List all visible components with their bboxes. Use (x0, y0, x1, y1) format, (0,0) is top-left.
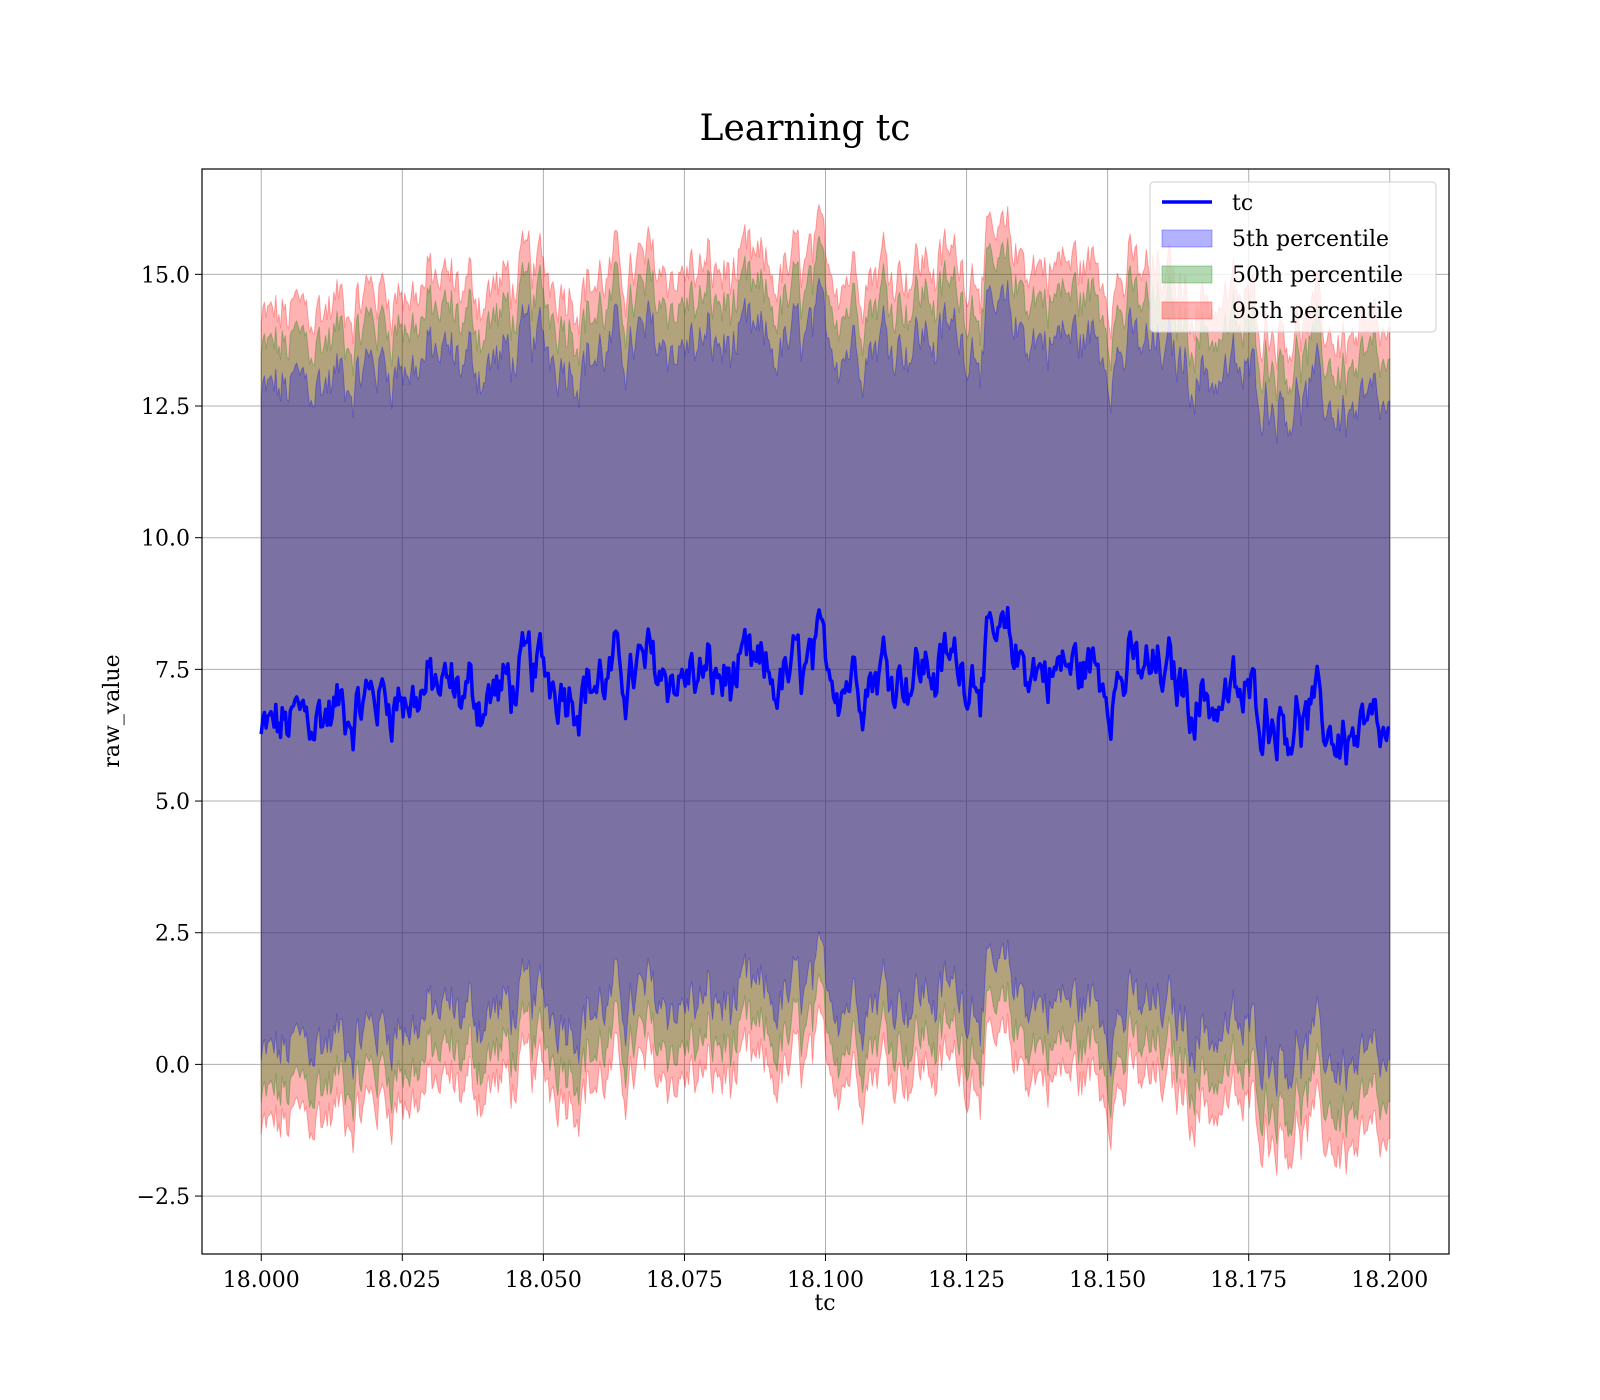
x-tick-label-3: 18.075 (646, 1268, 723, 1293)
y-tick-label-1: 0.0 (155, 1053, 190, 1078)
legend-swatch-1 (1161, 229, 1213, 248)
y-tick-label-6: 12.5 (141, 395, 190, 420)
chart-title: Learning tc (700, 108, 911, 149)
x-tick-label-6: 18.150 (1069, 1268, 1146, 1293)
x-axis-label: tc (814, 1291, 835, 1316)
y-axis-label: raw_value (100, 654, 125, 767)
band-95th-percentile (260, 204, 1391, 1176)
y-tick-label-7: 15.0 (141, 263, 190, 288)
line-tc (259, 605, 1391, 766)
x-tick-label-0: 18.000 (223, 1268, 300, 1293)
legend-label-2: 50th percentile (1232, 263, 1403, 288)
legend-box (1149, 181, 1437, 333)
y-axis: −2.5 0.0 2.5 5.0 7.5 10.0 12.5 15.0 (137, 263, 202, 1210)
x-tick-label-2: 18.050 (505, 1268, 582, 1293)
legend-swatch-2 (1161, 265, 1213, 284)
legend-label-0: tc (1232, 191, 1253, 216)
y-tick-label-2: 2.5 (155, 922, 190, 947)
legend-label-3: 95th percentile (1232, 299, 1403, 324)
legend: tc 5th percentile 50th percentile 95th perc… (1149, 181, 1437, 333)
y-tick-label-0: −2.5 (137, 1185, 190, 1210)
x-tick-label-5: 18.125 (928, 1268, 1005, 1293)
x-tick-label-8: 18.200 (1351, 1268, 1428, 1293)
band-50th-percentile (260, 235, 1391, 1145)
series-lines (259, 605, 1391, 766)
x-axis: 18.000 18.025 18.050 18.075 18.100 18.125 18.1… (223, 1254, 1428, 1293)
x-tick-label-4: 18.100 (787, 1268, 864, 1293)
x-tick-label-7: 18.175 (1210, 1268, 1287, 1293)
legend-label-1: 5th percentile (1232, 227, 1389, 252)
y-tick-label-5: 10.0 (141, 527, 190, 552)
y-tick-label-3: 5.0 (155, 790, 190, 815)
x-tick-label-1: 18.025 (364, 1268, 441, 1293)
percentile-bands (260, 204, 1391, 1176)
y-tick-label-4: 7.5 (155, 658, 190, 683)
band-5th-percentile (260, 277, 1391, 1097)
legend-swatch-3 (1161, 301, 1213, 320)
